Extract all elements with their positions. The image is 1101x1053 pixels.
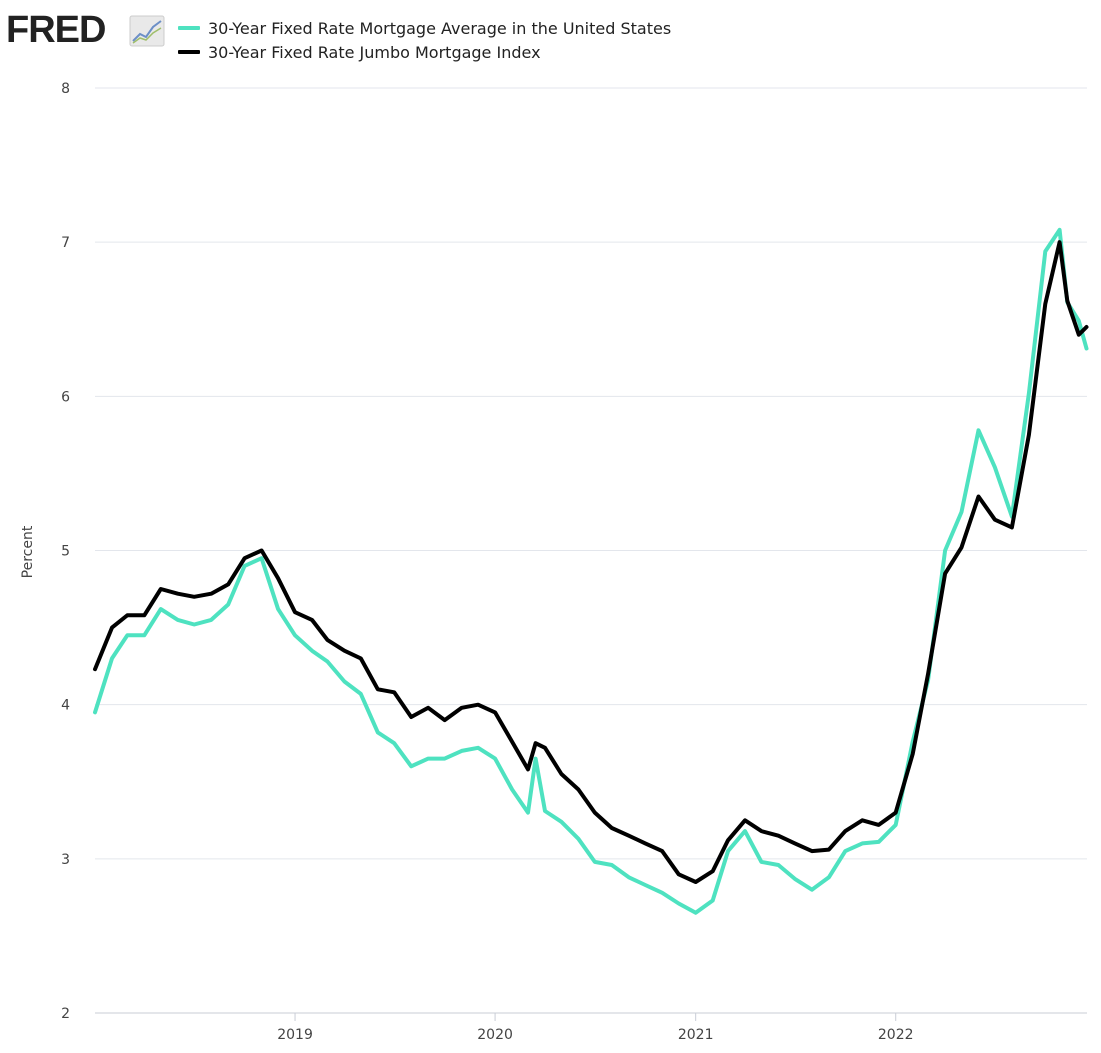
gridlines	[95, 87, 1087, 1014]
y-tick-label: 7	[61, 235, 70, 251]
series-line-jumbo[interactable]	[93, 240, 1089, 884]
y-tick-label: 2	[61, 1006, 70, 1022]
legend-item-jumbo[interactable]: 30-Year Fixed Rate Jumbo Mortgage Index	[178, 40, 671, 64]
legend: 30-Year Fixed Rate Mortgage Average in t…	[178, 16, 671, 64]
y-tick-label: 8	[61, 81, 70, 97]
fred-logo-text: FRED	[6, 9, 105, 50]
y-tick-label: 5	[61, 544, 70, 560]
legend-swatch-fixed-rate	[178, 26, 200, 30]
x-tick-label: 2019	[277, 1027, 313, 1043]
series-line-fixed-rate[interactable]	[93, 227, 1089, 915]
legend-item-fixed-rate[interactable]: 30-Year Fixed Rate Mortgage Average in t…	[178, 16, 671, 40]
y-tick-label: 4	[61, 698, 70, 714]
y-axis-title: Percent	[20, 525, 36, 578]
x-tick-label: 2020	[477, 1027, 513, 1043]
fred-logo[interactable]: FRED	[6, 8, 166, 50]
chart-trend-icon	[129, 15, 165, 47]
x-tick-label: 2022	[878, 1027, 914, 1043]
y-tick-label: 6	[61, 389, 70, 405]
chart-header: FRED 30-Year Fixed Rate Mortgage Average…	[0, 0, 1101, 80]
x-tick-label: 2021	[678, 1027, 714, 1043]
y-axis-ticks: 2 3 4 5 6 7 8	[61, 81, 70, 1022]
y-tick-label: 3	[61, 852, 70, 868]
legend-label-fixed-rate: 30-Year Fixed Rate Mortgage Average in t…	[208, 18, 672, 38]
x-axis: 2019 2020 2021 2022	[95, 1012, 1087, 1043]
legend-label-jumbo: 30-Year Fixed Rate Jumbo Mortgage Index	[208, 42, 541, 62]
series-layer	[93, 227, 1089, 915]
legend-swatch-jumbo	[178, 50, 200, 54]
